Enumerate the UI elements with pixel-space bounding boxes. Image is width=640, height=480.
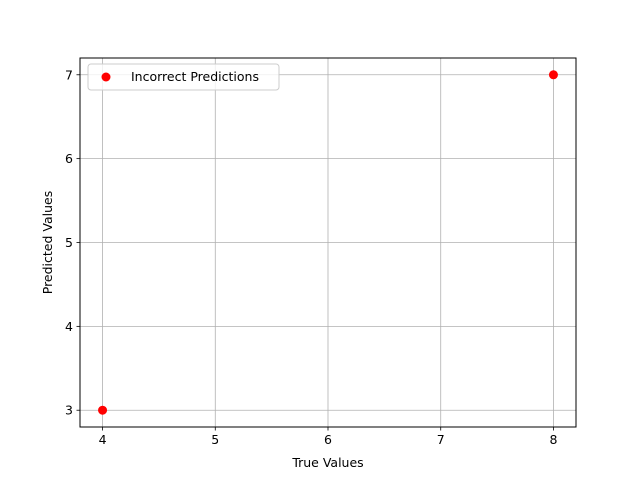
y-tick-label: 3	[65, 403, 73, 418]
x-tick-label: 6	[324, 432, 332, 447]
data-point	[98, 405, 108, 415]
y-tick-label: 5	[65, 235, 73, 250]
y-tick-label: 4	[65, 319, 73, 334]
data-point	[548, 70, 558, 80]
x-tick-label: 4	[99, 432, 107, 447]
y-tick-label: 6	[65, 151, 73, 166]
legend-label: Incorrect Predictions	[131, 69, 259, 84]
x-axis-label: True Values	[291, 455, 363, 470]
legend: Incorrect Predictions	[87, 63, 280, 91]
legend-marker	[101, 72, 111, 82]
legend-box	[87, 63, 280, 91]
x-tick-label: 5	[211, 432, 219, 447]
x-tick-label: 7	[437, 432, 445, 447]
data-points	[98, 70, 558, 415]
y-axis-label: Predicted Values	[40, 191, 55, 295]
x-tick-label: 8	[549, 432, 557, 447]
plot-frame	[79, 57, 577, 428]
grid-lines	[80, 58, 576, 427]
y-tick-label: 7	[65, 67, 73, 82]
axis-ticks: 4 5 6 7 8 3 4 5 6 7	[65, 67, 557, 447]
